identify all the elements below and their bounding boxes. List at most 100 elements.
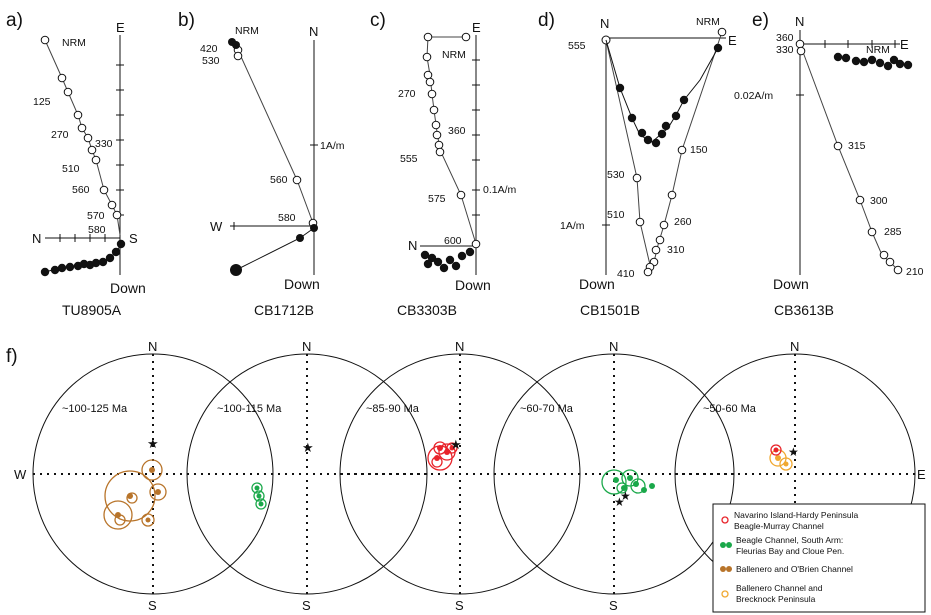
stereonet-4-green-circles [601, 469, 646, 495]
zij-b-scale: 1A/m [320, 140, 345, 152]
zij-a-axis-down: Down [110, 280, 146, 296]
stereonet-3-reference-star: ★ [450, 437, 462, 452]
stereonet-2: N S ~100-115 Ma ★ [186, 339, 428, 613]
zij-d-scale: 1A/m [560, 220, 585, 232]
zij-e-step-300: 300 [870, 195, 888, 207]
stereonet-5-n-label: N [790, 339, 799, 354]
stereonet-1-brown-circles [103, 459, 167, 530]
zij-a-step-nrm: NRM [62, 37, 86, 49]
zij-a-filled-points [40, 239, 126, 277]
zij-b-step-580: 580 [278, 212, 296, 224]
stereonet-1-s-label: S [148, 598, 157, 613]
stereonet-2-green-circles [251, 482, 267, 510]
stereonet-4-s-label: S [609, 598, 618, 613]
zij-a-step-560: 560 [72, 184, 90, 196]
zij-a-step-270: 270 [51, 129, 69, 141]
stereonet-2-reference-star: ★ [302, 440, 314, 455]
legend-item-1-line-1: Navarino Island-Hardy Peninsula [734, 510, 859, 520]
legend: Navarino Island-Hardy Peninsula Beagle-M… [712, 503, 926, 613]
zij-c-step-270: 270 [398, 88, 416, 100]
zij-b-step-nrm: NRM [235, 25, 259, 37]
zij-a-axis-e: E [116, 20, 125, 35]
zij-b-axis-down: Down [284, 276, 320, 292]
legend-swatch-brown-1 [720, 566, 726, 572]
stereonet-3: N S ~85-90 Ma ★ [339, 339, 581, 613]
zij-a-axis-n: N [32, 231, 41, 246]
zij-d-filled-points [615, 43, 723, 148]
panel-d: d) N E Down CB1501B 1A/m NRM 555 150 530… [538, 10, 737, 318]
panel-label-b: b) [178, 10, 195, 31]
zij-d-axis-n: N [600, 16, 609, 31]
legend-swatch-orange [721, 590, 729, 598]
stereonet-2-green-points [254, 485, 264, 507]
zij-b-sample-id: CB1712B [254, 302, 314, 318]
legend-item-1-line-2: Beagle-Murray Channel [734, 521, 824, 531]
zij-e-step-210: 210 [906, 266, 924, 278]
stereonet-3-s-label: S [455, 598, 464, 613]
zij-e-sample-id: CB3613B [774, 302, 834, 318]
stereonet-1-reference-star: ★ [147, 436, 159, 451]
stereonet-5-red-circle [770, 444, 782, 456]
zij-a-axis-s: S [129, 231, 138, 246]
zij-c-axis-e: E [472, 20, 481, 35]
stereonet-5-e-label: E [917, 467, 926, 482]
zij-a-open-points [40, 35, 122, 220]
zij-e-axis-down: Down [773, 276, 809, 292]
zij-e-step-330: 330 [776, 44, 794, 56]
zij-d-step-410: 410 [617, 268, 635, 280]
stereonet-4-reference-star-1: ★ [614, 495, 625, 509]
zij-b-step-420: 420 [200, 43, 218, 55]
panel-a: a) E N S Down TU8905A NRM [6, 10, 146, 318]
stereonet-4-age: ~60-70 Ma [520, 403, 574, 415]
stereonet-5-red-point [773, 447, 779, 453]
zij-d-step-510: 510 [607, 209, 625, 221]
zij-e-step-315: 315 [848, 140, 866, 152]
zij-d-step-nrm: NRM [696, 16, 720, 28]
zij-a-step-510: 510 [62, 163, 80, 175]
zij-c-step-nrm: NRM [442, 49, 466, 61]
legend-swatch-green-1 [720, 542, 726, 548]
zij-b-axis-w: W [210, 219, 223, 234]
stereonet-4-n-label: N [609, 339, 618, 354]
zij-b-axis-n: N [309, 24, 318, 39]
zij-e-ticks [796, 40, 896, 96]
stereonet-5-reference-star: ★ [788, 445, 799, 459]
panel-label-a: a) [6, 10, 23, 31]
stereonet-1-n-label: N [148, 339, 157, 354]
zij-e-step-360: 360 [776, 32, 794, 44]
panel-e: e) N E Down CB3613B 0.02A/m NRM 360 330 … [734, 10, 924, 318]
legend-swatch-green-2 [726, 542, 732, 548]
legend-item-4-line-1: Ballenero Channel and [736, 583, 823, 593]
zij-a-step-570: 570 [87, 210, 105, 222]
zij-e-axis-e: E [900, 37, 909, 52]
panel-c: c) E N Down CB3303B 0.1A/m NRM 270 360 [370, 10, 517, 318]
stereonet-5-age: ~50-60 Ma [703, 403, 757, 415]
panel-label-f: f) [6, 346, 18, 367]
zij-e-step-nrm: NRM [866, 44, 890, 56]
zij-d-step-310: 310 [667, 244, 685, 256]
zij-c-axis-down: Down [455, 277, 491, 293]
zij-c-open-path [426, 36, 477, 245]
stereonet-4: N S ~60-70 Ma ★ ★ [493, 339, 735, 613]
zij-e-step-285: 285 [884, 226, 902, 238]
zij-c-sample-id: CB3303B [397, 302, 457, 318]
stereonet-4-green-points [613, 475, 655, 493]
zij-c-axis-n: N [408, 238, 417, 253]
zij-b-step-560: 560 [270, 174, 288, 186]
zij-b-ticks [233, 144, 318, 230]
legend-item-4-line-2: Brecknock Peninsula [736, 594, 816, 604]
zij-d-axis-e: E [728, 33, 737, 48]
stereonet-2-age: ~100-115 Ma [217, 403, 282, 415]
zij-b-open-path [237, 49, 314, 224]
panel-label-c: c) [370, 10, 386, 31]
stereonet-1-brown-points [115, 467, 161, 523]
zij-d-axis-down: Down [579, 276, 615, 292]
legend-item-3-line-1: Ballenero and O'Brien Channel [736, 564, 853, 574]
stereonet-5-orange-points [775, 455, 789, 467]
zij-c-ticks [472, 59, 480, 216]
zij-d-open-path-left [605, 39, 651, 266]
zij-c-open-points [422, 32, 481, 249]
zij-c-scale: 0.1A/m [483, 184, 517, 196]
zij-c-filled-points [420, 247, 475, 273]
zij-d-open-points [601, 27, 727, 277]
